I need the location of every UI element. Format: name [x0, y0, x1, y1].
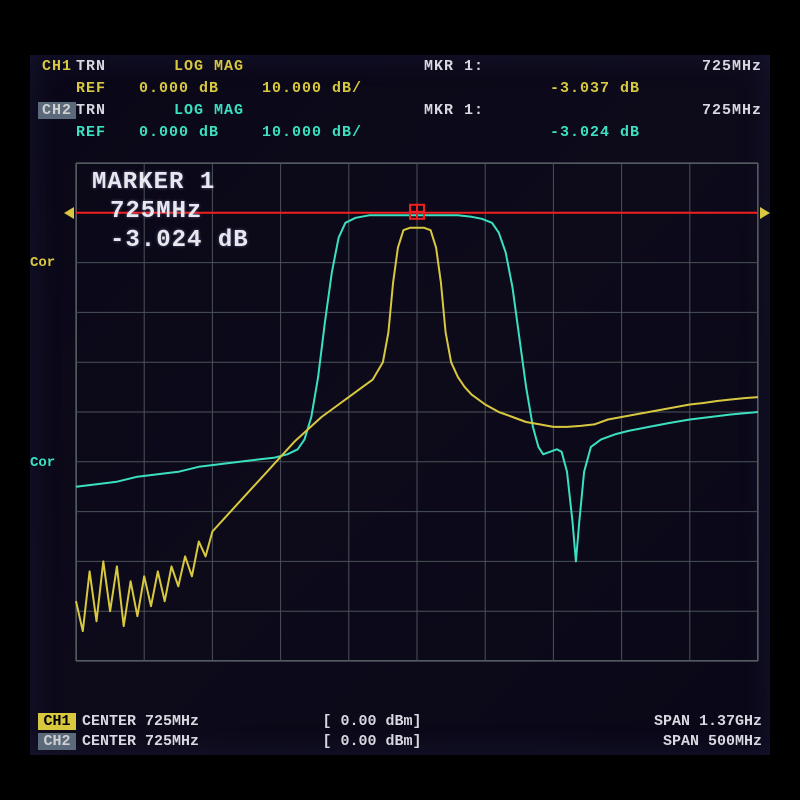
header-block: CH1 TRN LOG MAG MKR 1: 725MHz REF 0.000 … [30, 55, 770, 143]
plot-area: MARKER 1 725MHz -3.024 dB [76, 163, 758, 661]
ref-marker-right [760, 207, 770, 219]
ch2-mkr-val: -3.024 dB [550, 124, 640, 141]
footer-ch1-power: [ 0.00 dBm] [282, 713, 462, 730]
ch2-label: CH2 [38, 102, 76, 119]
ref-marker-left [64, 207, 74, 219]
footer-ch2-span: SPAN 500MHz [663, 733, 762, 750]
ch2-format: LOG MAG [139, 102, 279, 119]
ch1-scale: 10.000 dB/ [262, 80, 392, 97]
marker-readout: MARKER 1 725MHz -3.024 dB [92, 169, 249, 255]
ch2-meas: TRN [76, 102, 121, 119]
footer-ch2-label: CH2 [38, 733, 76, 750]
ch1-ref-label: REF [76, 80, 121, 97]
footer-block: CH1 CENTER 725MHz [ 0.00 dBm] SPAN 1.37G… [30, 711, 770, 751]
ch1-meas: TRN [76, 58, 121, 75]
marker-title: MARKER 1 [92, 169, 249, 198]
ch2-ref-val: 0.000 dB [139, 124, 244, 141]
ch1-mkr-val: -3.037 dB [550, 80, 640, 97]
ch1-ref-val: 0.000 dB [139, 80, 244, 97]
ch2-cor: Cor [30, 455, 55, 471]
ch1-format: LOG MAG [139, 58, 279, 75]
ch2-mkr-label: MKR 1: [424, 102, 484, 119]
ch1-mkr-label: MKR 1: [424, 58, 484, 75]
footer-ch1-center: CENTER 725MHz [76, 713, 282, 730]
ch1-freq: 725MHz [702, 58, 762, 75]
footer-ch2-power: [ 0.00 dBm] [282, 733, 462, 750]
ch1-cor: Cor [30, 255, 55, 271]
ch1-label: CH1 [38, 58, 76, 75]
ch2-ref-label: REF [76, 124, 121, 141]
analyzer-screen: CH1 TRN LOG MAG MKR 1: 725MHz REF 0.000 … [30, 55, 770, 755]
marker-freq: 725MHz [92, 198, 249, 227]
marker-value: -3.024 dB [92, 227, 249, 256]
footer-ch1-span: SPAN 1.37GHz [654, 713, 762, 730]
ch2-scale: 10.000 dB/ [262, 124, 392, 141]
ch2-freq: 725MHz [702, 102, 762, 119]
footer-ch2-center: CENTER 725MHz [76, 733, 282, 750]
footer-ch1-label: CH1 [38, 713, 76, 730]
